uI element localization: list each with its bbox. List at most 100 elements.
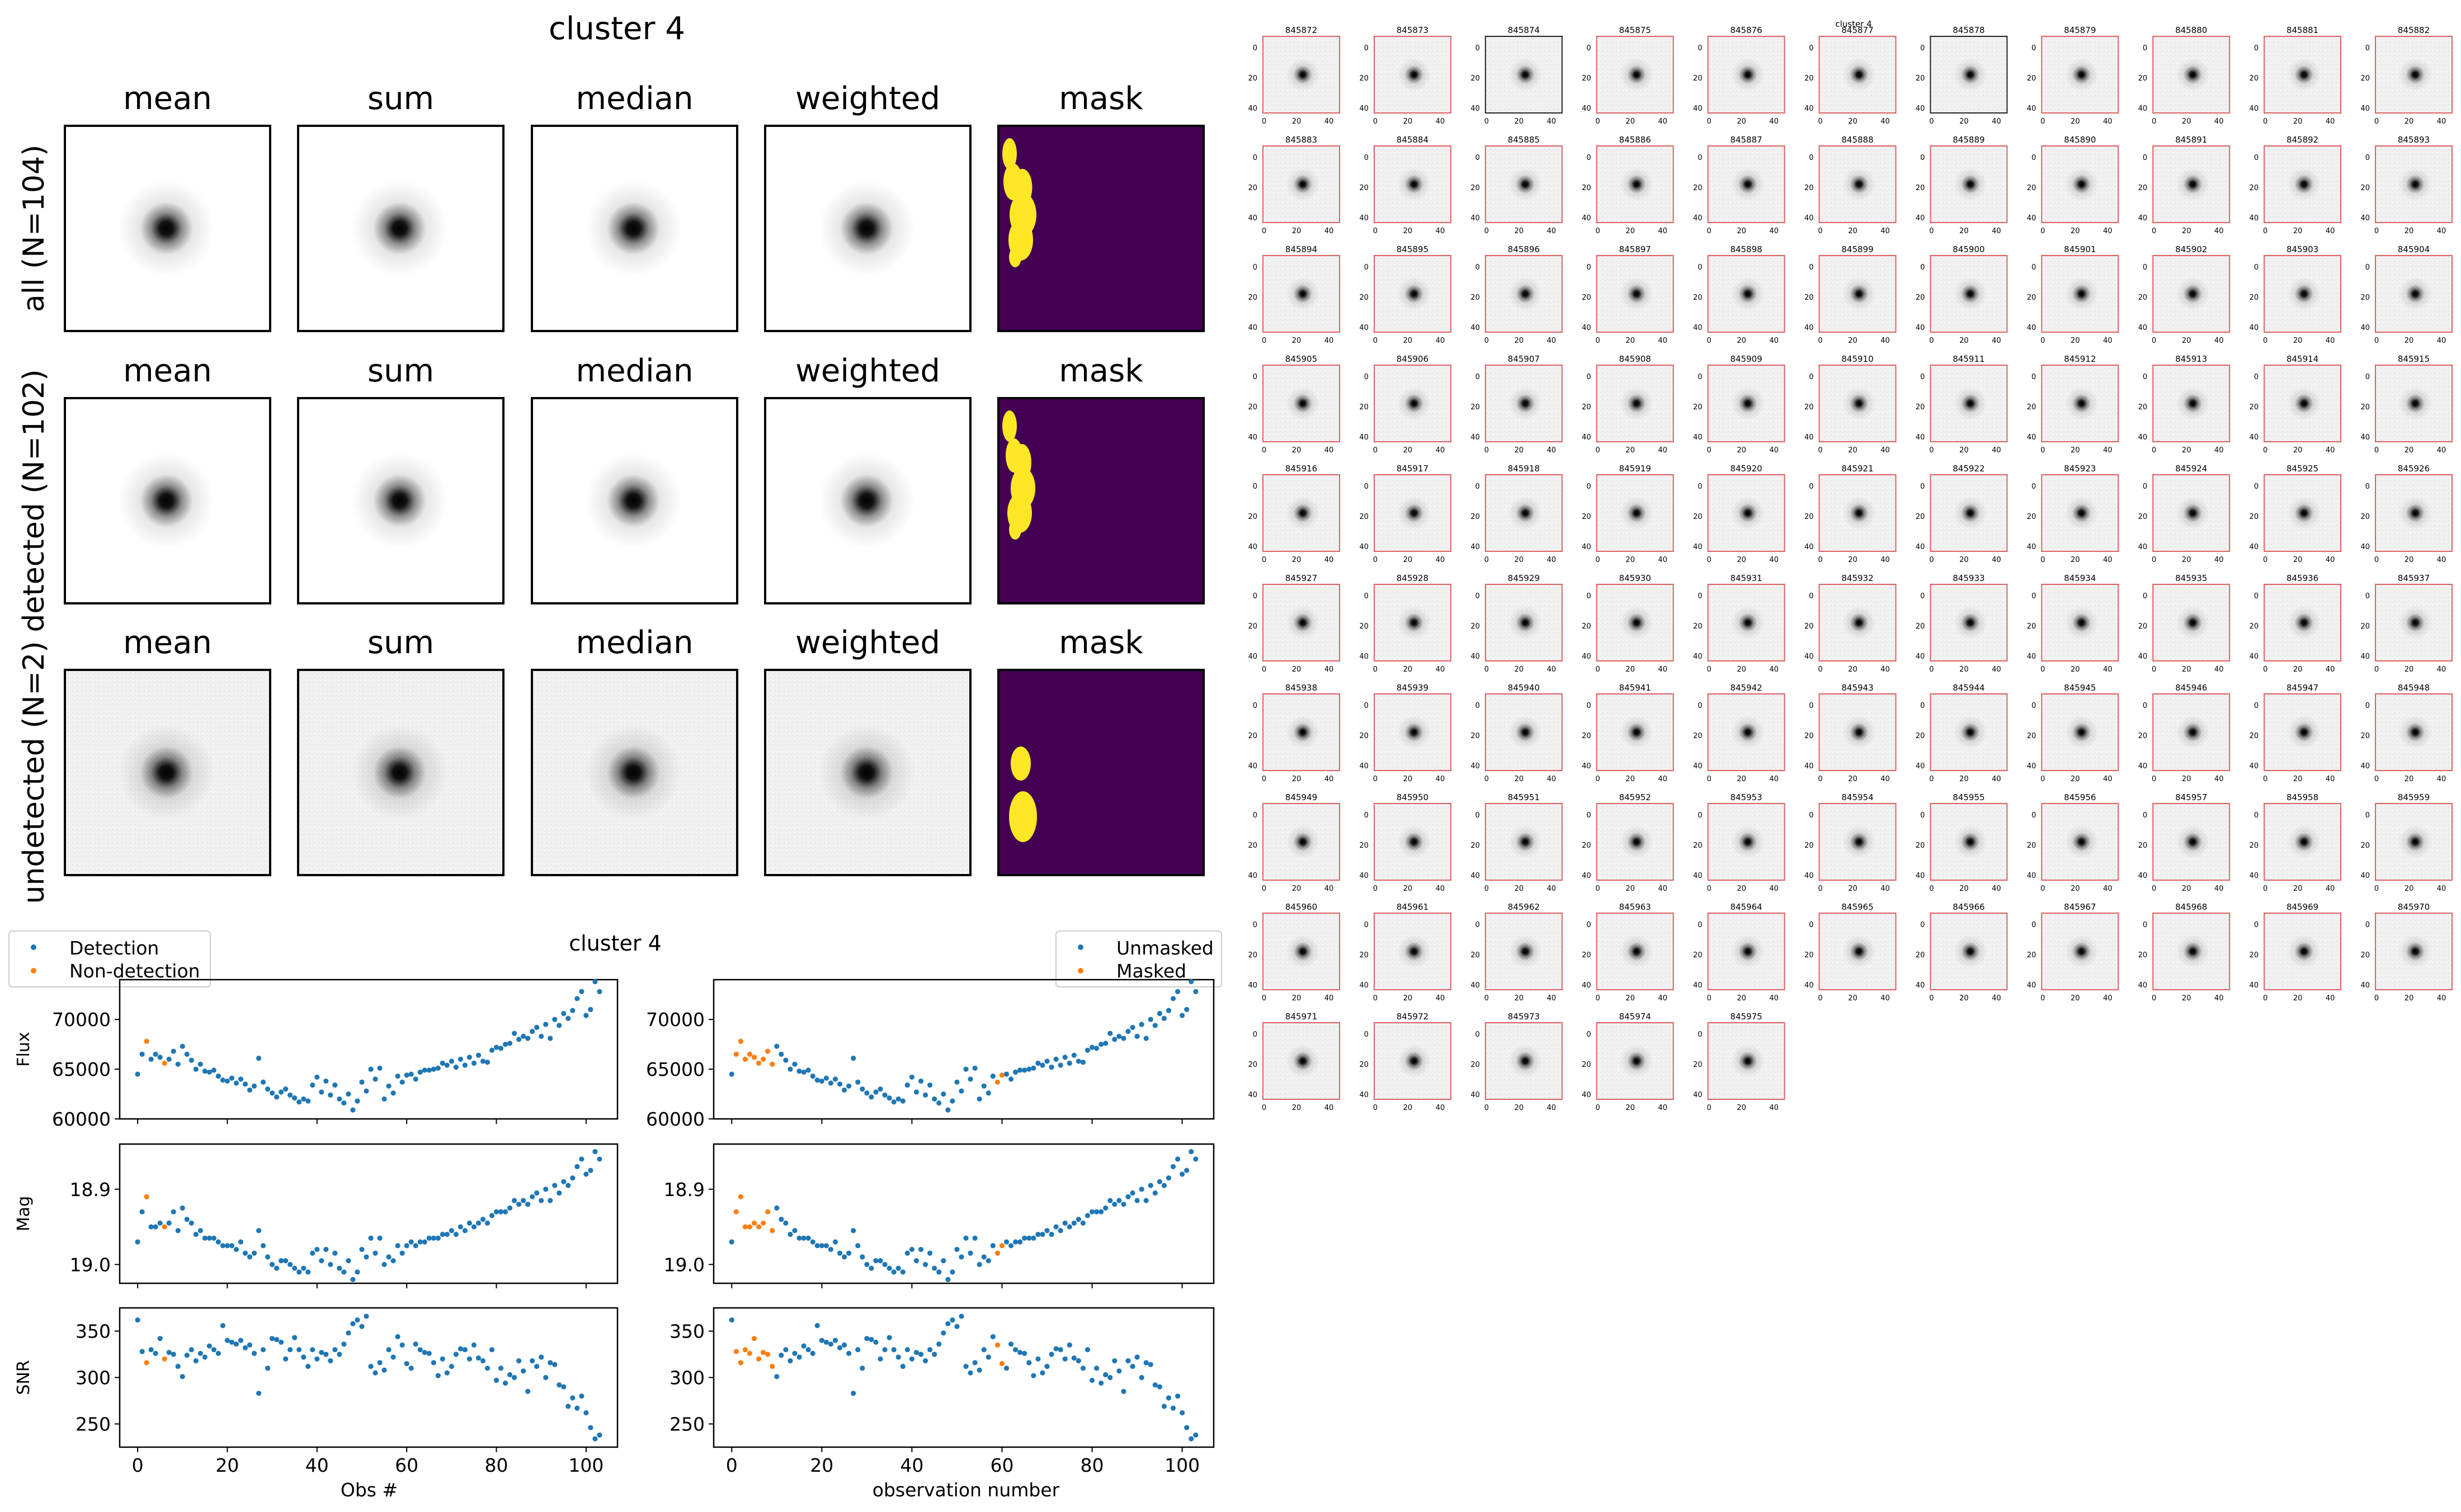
data-point — [471, 1224, 477, 1230]
data-point — [1080, 1365, 1086, 1371]
stamp-y-tick: 0 — [1364, 702, 1369, 710]
data-point — [408, 1239, 414, 1245]
psf-blob — [118, 180, 215, 277]
data-point — [184, 1051, 190, 1057]
stamp-frame — [2264, 255, 2342, 333]
data-point — [774, 1043, 780, 1049]
data-point — [148, 1224, 154, 1230]
stamp-y-tick: 0 — [2254, 483, 2259, 491]
data-point — [1166, 1008, 1172, 1013]
stamp-y-tick: 40 — [2360, 324, 2370, 332]
stamp-frame — [1373, 913, 1451, 990]
stamp-y-tick: 40 — [1248, 981, 1257, 990]
stamp-frame — [1930, 255, 2008, 333]
stamp-x-tick: 0 — [1929, 227, 1934, 235]
stamp-psf — [1731, 934, 1765, 968]
stamp-id: 845883 — [1285, 135, 1317, 145]
stamp-y-tick: 40 — [2138, 872, 2148, 880]
data-point — [1067, 1060, 1072, 1066]
data-point — [1193, 989, 1199, 994]
data-point — [1166, 1395, 1172, 1401]
data-point — [832, 1076, 838, 1082]
highlight-point — [747, 1350, 753, 1356]
data-point — [574, 1405, 580, 1411]
image-frame — [997, 397, 1205, 604]
data-point — [1031, 1065, 1036, 1071]
psf-blob — [818, 724, 915, 821]
stamp-y-tick: 0 — [1920, 154, 1925, 162]
stamp-y-tick: 20 — [1582, 513, 1591, 521]
column-title: sum — [367, 625, 434, 661]
stamp-x-tick: 40 — [1547, 665, 1557, 674]
stamp-id: 845919 — [1619, 464, 1651, 474]
data-point — [841, 1087, 847, 1093]
data-point — [202, 1354, 208, 1360]
stamp-id: 845922 — [1953, 464, 1984, 474]
stamp-psf — [1953, 934, 1987, 968]
stamp-y-tick: 20 — [1804, 732, 1814, 740]
stamp-x-tick: 0 — [2374, 775, 2379, 783]
stamp-y-tick: 20 — [1248, 184, 1257, 192]
data-point — [534, 1024, 540, 1030]
stamp-id: 845962 — [1508, 902, 1540, 912]
data-point — [557, 1023, 562, 1028]
stamp-y-tick: 0 — [1364, 1031, 1369, 1039]
stamp-y-tick: 20 — [1693, 622, 1703, 631]
stamp-x-tick: 0 — [2263, 665, 2267, 674]
stamp-x-tick: 20 — [2071, 117, 2080, 126]
stamp-id: 845948 — [2398, 683, 2430, 693]
data-point — [936, 1341, 942, 1347]
data-point — [270, 1336, 275, 1341]
stamp-frame — [1373, 803, 1451, 881]
stamp-psf — [1619, 825, 1653, 859]
data-point — [855, 1079, 861, 1085]
stamp-x-tick: 20 — [1848, 775, 1857, 783]
stamp-frame — [2152, 584, 2231, 662]
data-point — [548, 1198, 553, 1203]
data-point — [233, 1080, 239, 1086]
data-point — [444, 1062, 450, 1068]
stamp-x-tick: 40 — [2326, 227, 2335, 235]
stamp-psf — [2064, 825, 2099, 859]
stamp-x-tick: 20 — [1959, 885, 1969, 893]
stamp-x-tick: 0 — [1484, 885, 1489, 893]
stamp-y-tick: 40 — [1470, 762, 1480, 771]
left-legend: Detection Non-detection — [8, 930, 211, 987]
data-point — [1175, 1156, 1181, 1162]
data-point — [180, 1043, 185, 1049]
data-point — [310, 1347, 315, 1353]
stamp-psf — [1731, 167, 1765, 201]
data-point — [565, 1183, 571, 1188]
data-point — [270, 1261, 275, 1267]
stamp-frame — [1484, 255, 1563, 333]
image-frame — [764, 669, 972, 876]
stamp-psf — [2176, 715, 2210, 749]
stamp-y-tick: 0 — [1809, 483, 1813, 491]
stamp-id: 845917 — [1397, 464, 1428, 474]
data-point — [449, 1363, 454, 1369]
stamp-id: 845935 — [2175, 573, 2207, 583]
data-point — [426, 1067, 432, 1073]
data-point — [188, 1057, 194, 1063]
data-point — [373, 1250, 378, 1256]
stamp-y-tick: 40 — [1582, 653, 1591, 661]
stamp-x-tick: 40 — [1769, 885, 1779, 893]
stamp-psf — [1397, 277, 1431, 311]
stamp-y-tick: 40 — [2138, 981, 2148, 990]
data-point — [900, 1363, 906, 1369]
stamp-x-tick: 20 — [2071, 446, 2080, 455]
stamp-psf — [2287, 277, 2321, 311]
column-title: mask — [1059, 81, 1143, 117]
data-point — [444, 1370, 450, 1376]
data-point — [206, 1069, 212, 1075]
stamp-id: 845924 — [2175, 464, 2207, 474]
data-point — [395, 1334, 400, 1340]
stamp-frame — [1707, 36, 1785, 114]
data-point — [977, 1367, 982, 1373]
stamp-psf — [1397, 167, 1431, 201]
